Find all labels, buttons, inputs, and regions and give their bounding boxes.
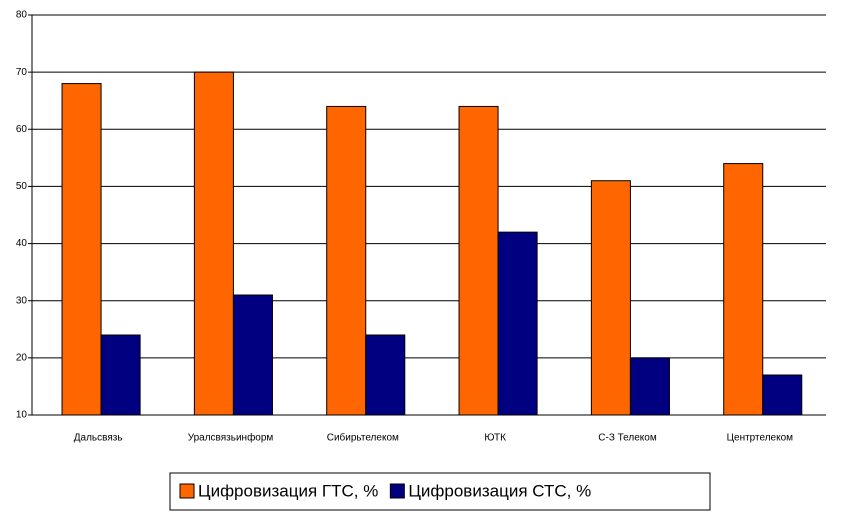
x-tick-label: Дальсвязь: [74, 433, 123, 444]
y-tick-label: 40: [16, 238, 28, 249]
bar: [723, 163, 764, 416]
bar: [365, 334, 406, 416]
y-tick-label: 50: [16, 181, 28, 192]
bar: [590, 180, 631, 416]
bar: [497, 231, 538, 416]
bar: [762, 374, 803, 416]
legend-swatch: [179, 483, 195, 499]
bar: [232, 294, 273, 416]
bar: [100, 334, 141, 416]
y-tick-label: 60: [16, 124, 28, 135]
y-tick-label: 70: [16, 67, 28, 78]
legend-label: Цифровизация СТС, %: [408, 481, 591, 500]
bar: [326, 105, 367, 416]
legend-swatch: [389, 483, 405, 499]
x-tick-label: Сибирьтелеком: [327, 432, 399, 444]
bar: [193, 71, 234, 416]
x-tick-label: Центртелеком: [727, 433, 794, 444]
x-tick-label: Уралсвязьинформ: [188, 432, 274, 444]
y-tick-label: 80: [16, 10, 28, 21]
legend-box: [169, 472, 711, 511]
legend-label: Цифровизация ГТС, %: [198, 481, 378, 500]
y-tick-label: 10: [16, 410, 28, 421]
y-tick-label: 30: [16, 295, 28, 306]
bar: [61, 83, 102, 416]
bar: [629, 357, 670, 416]
bar: [458, 105, 499, 416]
x-tick-label: С-З Телеком: [598, 433, 657, 444]
y-tick-label: 20: [16, 352, 28, 363]
x-tick-label: ЮТК: [484, 433, 506, 444]
